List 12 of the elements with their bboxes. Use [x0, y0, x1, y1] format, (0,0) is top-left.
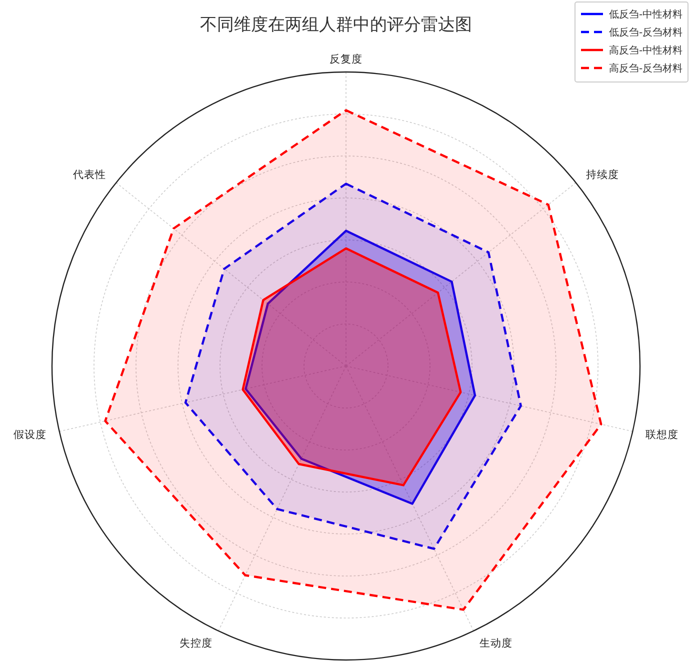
spoke-label: 失控度	[180, 636, 213, 650]
legend-label: 低反刍-反刍材料	[609, 26, 683, 38]
legend-label: 高反刍-反刍材料	[609, 62, 683, 74]
spoke-label: 生动度	[479, 636, 512, 650]
spoke-label: 持续度	[586, 168, 620, 182]
text: 不同维度在两组人群中的评分雷达图	[200, 15, 472, 35]
legend-label: 高反刍-中性材料	[609, 44, 683, 56]
spoke-label: 代表性	[72, 168, 106, 182]
spoke-label: 假设度	[13, 428, 46, 442]
legend-label: 低反刍-中性材料	[609, 8, 683, 20]
spoke-label: 联想度	[646, 428, 679, 442]
spoke-label: 反复度	[330, 52, 362, 66]
